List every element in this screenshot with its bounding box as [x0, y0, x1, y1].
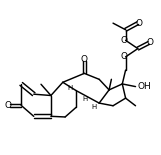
- Text: O: O: [81, 55, 88, 64]
- Text: H: H: [67, 85, 73, 91]
- Text: O: O: [136, 19, 143, 28]
- Text: O: O: [147, 38, 154, 47]
- Text: O: O: [5, 101, 12, 110]
- Text: OH: OH: [138, 82, 152, 91]
- Text: H: H: [82, 96, 88, 102]
- Text: O: O: [121, 36, 128, 45]
- Text: H: H: [91, 104, 96, 110]
- Text: O: O: [121, 52, 128, 61]
